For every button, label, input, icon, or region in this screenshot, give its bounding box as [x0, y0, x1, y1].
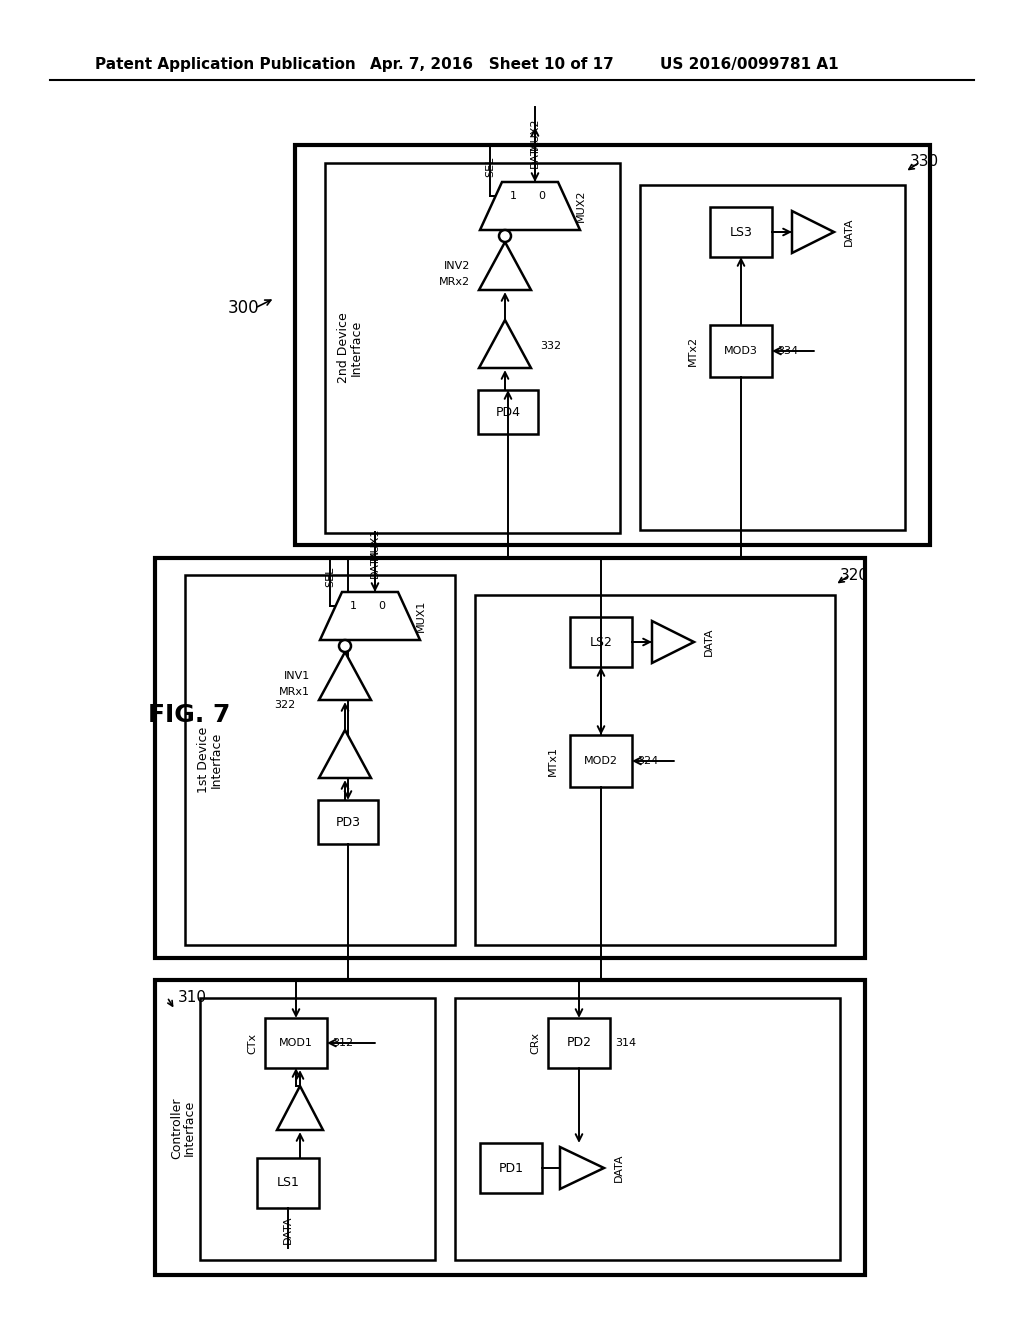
Text: 1: 1	[510, 191, 516, 201]
Text: 0: 0	[379, 601, 385, 611]
Bar	[475, 595, 835, 945]
Circle shape	[339, 640, 351, 652]
Bar	[155, 558, 865, 958]
Bar	[640, 185, 905, 531]
Text: 1st Device: 1st Device	[197, 727, 210, 793]
Polygon shape	[480, 182, 580, 230]
Text: 310: 310	[178, 990, 207, 1005]
Text: 324: 324	[637, 756, 658, 766]
Polygon shape	[792, 211, 834, 253]
Text: 334: 334	[777, 346, 798, 356]
Text: SEL: SEL	[485, 157, 495, 177]
Text: PD3: PD3	[336, 816, 360, 829]
Text: INV1: INV1	[284, 671, 310, 681]
Text: MUX2: MUX2	[530, 117, 540, 150]
Bar	[570, 735, 632, 787]
Bar	[455, 998, 840, 1261]
Text: MRx2: MRx2	[439, 277, 470, 286]
Polygon shape	[479, 242, 531, 290]
Text: MUX1: MUX1	[370, 528, 380, 560]
Text: MOD3: MOD3	[724, 346, 758, 356]
Text: Interface: Interface	[210, 731, 223, 788]
Text: 2nd Device: 2nd Device	[337, 313, 350, 383]
Bar	[257, 1158, 319, 1208]
Text: MUX2: MUX2	[575, 190, 586, 222]
Text: PD4: PD4	[496, 405, 520, 418]
Text: MTx2: MTx2	[688, 335, 698, 366]
Text: FIG. 7: FIG. 7	[148, 704, 230, 727]
Bar	[480, 1143, 542, 1193]
Text: Interface: Interface	[350, 319, 362, 376]
Text: MTx1: MTx1	[548, 746, 558, 776]
Text: 1: 1	[349, 601, 356, 611]
Polygon shape	[319, 730, 371, 777]
Bar	[710, 325, 772, 378]
Text: 312: 312	[332, 1038, 353, 1048]
Text: MOD2: MOD2	[584, 756, 618, 766]
Text: LS2: LS2	[590, 635, 612, 648]
Bar	[325, 162, 620, 533]
Bar	[710, 207, 772, 257]
Polygon shape	[319, 652, 371, 700]
Text: MRx1: MRx1	[279, 686, 310, 697]
Text: 320: 320	[840, 568, 869, 582]
Text: LS3: LS3	[729, 226, 753, 239]
Text: CTx: CTx	[247, 1032, 257, 1053]
Text: DATA: DATA	[530, 140, 540, 168]
Text: DATA: DATA	[614, 1154, 624, 1183]
Text: PD2: PD2	[566, 1036, 592, 1049]
Text: DATA: DATA	[844, 218, 854, 247]
Bar	[478, 389, 538, 434]
Polygon shape	[319, 591, 420, 640]
Circle shape	[499, 230, 511, 242]
Text: Patent Application Publication: Patent Application Publication	[95, 58, 355, 73]
Text: MUX1: MUX1	[416, 599, 426, 632]
Text: CRx: CRx	[530, 1032, 540, 1055]
Text: DATA: DATA	[705, 628, 714, 656]
Text: 300: 300	[228, 300, 260, 317]
Text: US 2016/0099781 A1: US 2016/0099781 A1	[660, 58, 839, 73]
Text: Controller: Controller	[170, 1097, 183, 1159]
Text: MOD1: MOD1	[280, 1038, 313, 1048]
Text: DATA: DATA	[283, 1216, 293, 1245]
Text: DATA: DATA	[370, 549, 380, 578]
Bar	[548, 1018, 610, 1068]
Text: 332: 332	[540, 341, 561, 351]
Text: Apr. 7, 2016   Sheet 10 of 17: Apr. 7, 2016 Sheet 10 of 17	[370, 58, 613, 73]
Bar	[295, 145, 930, 545]
Polygon shape	[560, 1147, 604, 1189]
Polygon shape	[652, 620, 694, 663]
Text: INV2: INV2	[443, 261, 470, 271]
Bar	[570, 616, 632, 667]
Text: LS1: LS1	[276, 1176, 299, 1189]
Bar	[155, 979, 865, 1275]
Text: 0: 0	[539, 191, 546, 201]
Text: SEL: SEL	[325, 566, 335, 587]
Polygon shape	[479, 319, 531, 368]
Text: 330: 330	[910, 154, 939, 169]
Text: 322: 322	[273, 700, 295, 710]
Polygon shape	[278, 1086, 323, 1130]
Bar	[265, 1018, 327, 1068]
Text: Interface: Interface	[183, 1100, 196, 1156]
Bar	[318, 800, 378, 843]
Text: PD1: PD1	[499, 1162, 523, 1175]
Text: 314: 314	[615, 1038, 636, 1048]
Bar	[185, 576, 455, 945]
Bar	[200, 998, 435, 1261]
